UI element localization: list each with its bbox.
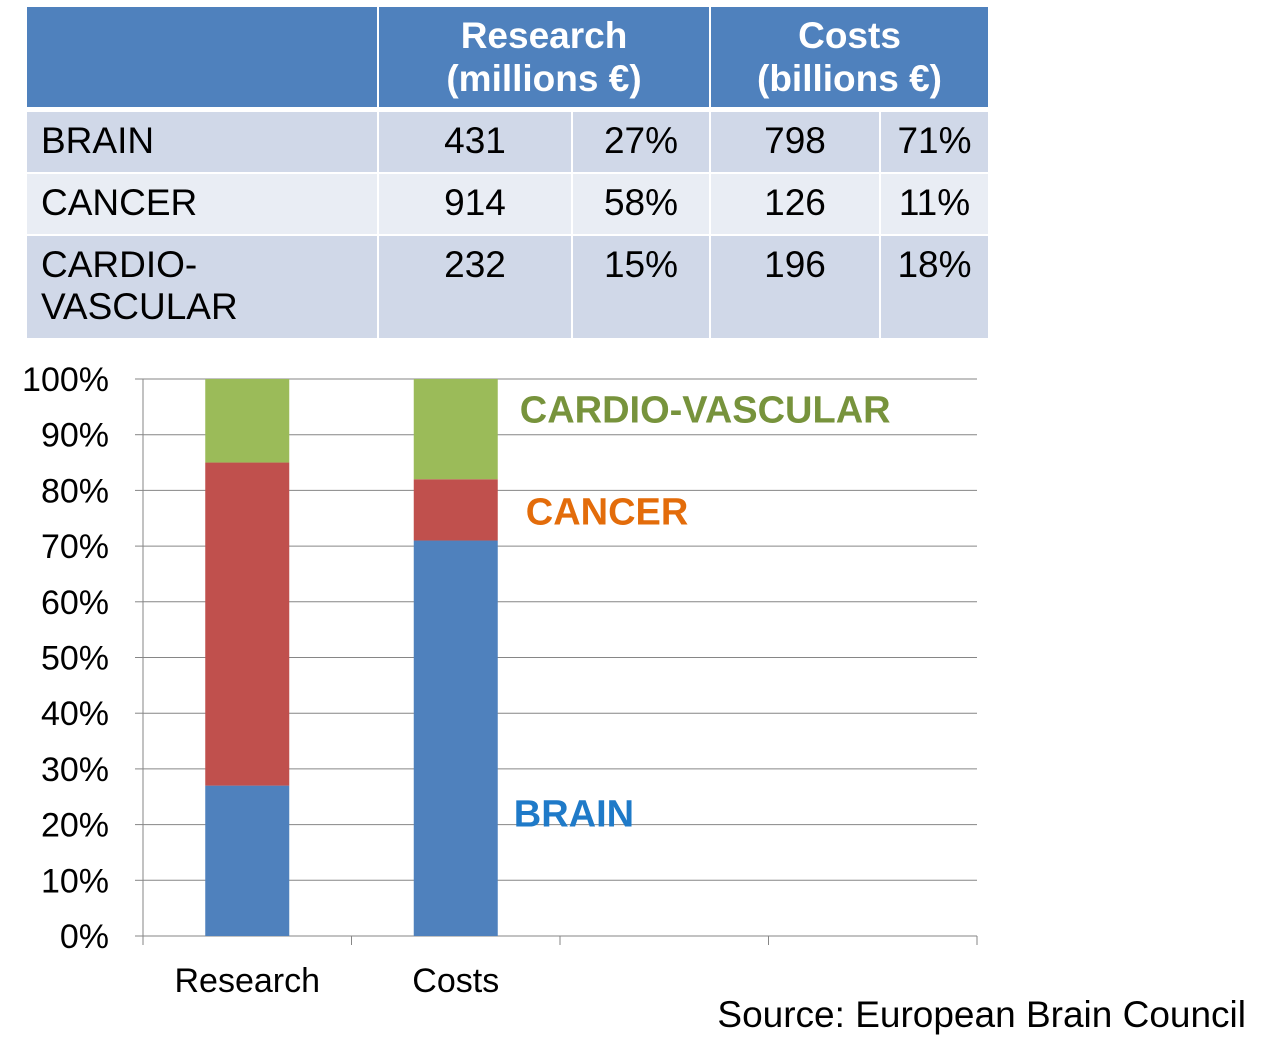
x-tick-label: Costs [412,962,499,1000]
y-tick-label: 90% [41,417,109,455]
header-research-title: Research [460,15,628,56]
costs-value: 126 [709,172,881,236]
row-label-line1: CARDIO- [41,244,198,285]
y-tick-label: 70% [41,528,109,566]
y-tick-label: 30% [41,751,109,789]
header-research-unit: (millions €) [446,58,642,99]
bar-cancer-costs [413,479,498,541]
research-percent: 15% [571,234,711,340]
bar-brain-costs [413,540,498,936]
research-percent: 58% [571,172,711,236]
bar-cardio-vascular-costs [413,379,498,480]
costs-value: 196 [709,234,881,340]
y-tick-label: 50% [41,640,109,678]
research-percent: 27% [571,108,711,174]
research-value: 431 [377,108,573,174]
source-note: Source: European Brain Council [717,994,1246,1035]
row-label: CARDIO- VASCULAR [25,234,379,340]
costs-percent: 11% [879,172,990,236]
research-value: 232 [377,234,573,340]
y-tick-label: 40% [41,695,109,733]
header-costs: Costs (billions €) [709,5,990,112]
bar-brain-research [205,785,290,936]
research-value: 914 [377,172,573,236]
y-tick-label: 80% [41,472,109,510]
series-label-cardio-vascular: CARDIO-VASCULAR [520,390,891,432]
series-label-cancer: CANCER [526,492,689,534]
y-tick-label: 0% [60,918,109,956]
table-row: CANCER 914 58% 126 11% [25,172,990,236]
costs-percent: 18% [879,234,990,340]
series-label-brain: BRAIN [514,793,634,835]
costs-percent: 71% [879,108,990,174]
header-research: Research (millions €) [377,5,711,112]
header-empty-cell [25,5,379,112]
row-label: BRAIN [25,108,379,174]
table-row: BRAIN 431 27% 798 71% [25,108,990,174]
row-label-line2: VASCULAR [41,286,238,327]
y-tick-label: 100% [22,361,109,399]
costs-value: 798 [709,108,881,174]
data-table: Research (millions €) Costs (billions €)… [25,5,990,340]
bar-cancer-research [205,462,290,786]
bar-cardio-vascular-research [205,379,290,463]
row-label: CANCER [25,172,379,236]
table-header-row: Research (millions €) Costs (billions €) [25,5,990,112]
header-costs-title: Costs [798,15,901,56]
x-tick-label: Research [174,962,320,1000]
header-costs-unit: (billions €) [757,58,942,99]
table-row: CARDIO- VASCULAR 232 15% 196 18% [25,234,990,340]
y-tick-label: 10% [41,862,109,900]
y-tick-label: 20% [41,807,109,845]
y-tick-label: 60% [41,584,109,622]
